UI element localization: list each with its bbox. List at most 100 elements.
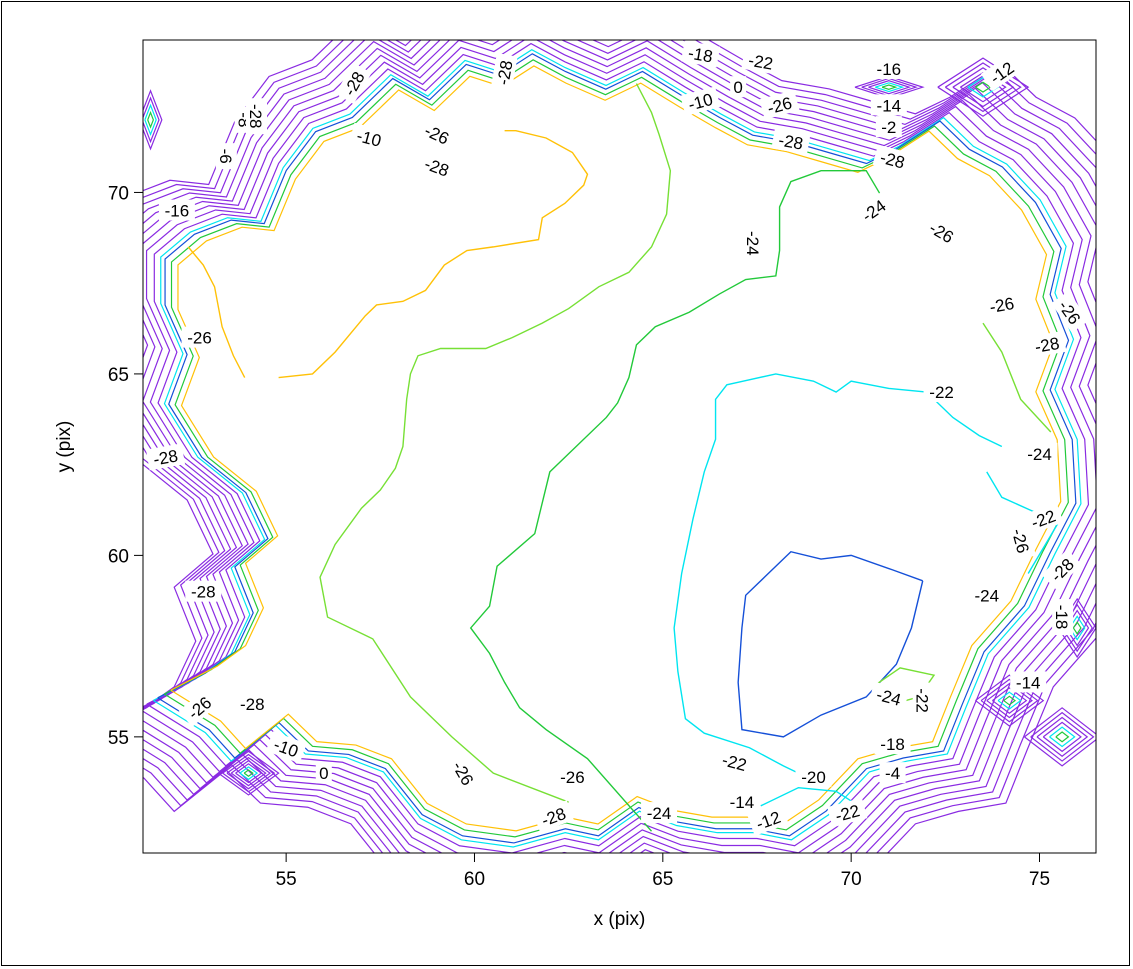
contour-line xyxy=(187,246,246,378)
x-tick-label: 70 xyxy=(841,869,862,890)
contour-label-bg xyxy=(923,381,960,403)
contour-label: -14 xyxy=(870,94,907,116)
contour-label-text: -16 xyxy=(877,60,902,79)
contour-label-text: -18 xyxy=(880,735,905,754)
x-tick-label: 75 xyxy=(1029,869,1050,890)
contour-label: -28 xyxy=(490,53,518,93)
contour-label-bg xyxy=(852,191,895,230)
contour-label: -22 xyxy=(923,381,960,403)
contour-label-bg xyxy=(723,791,760,813)
boundary-blob-ring xyxy=(986,682,1033,719)
boundary-blob-ring xyxy=(1072,621,1082,635)
contour-label-bg xyxy=(759,90,800,120)
contour-label: -16 xyxy=(158,199,195,221)
contour-label-text: -14 xyxy=(877,96,902,115)
contour-label: -24 xyxy=(641,802,678,824)
contour-label-bg xyxy=(795,765,832,787)
contour-label-text: -16 xyxy=(165,202,190,221)
contour-label: -18 xyxy=(874,733,911,755)
boundary-blob-ring xyxy=(960,71,1007,103)
contour-label-text: -22 xyxy=(747,51,775,74)
contour-label-text: -24 xyxy=(647,804,672,823)
contour-label-text: -14 xyxy=(1016,673,1041,692)
contour-label: -26 xyxy=(416,116,458,152)
contour-line xyxy=(673,373,1003,774)
contour-label-text: -22 xyxy=(929,383,954,402)
contour-label: -16 xyxy=(870,58,907,80)
boundary-inner-contour xyxy=(163,59,1069,838)
contour-label: -10 xyxy=(349,122,390,153)
contour-label-bg xyxy=(215,143,237,170)
boundary-blob-ring xyxy=(980,678,1039,723)
contour-label-bg xyxy=(980,53,1023,92)
boundary-blob-ring xyxy=(1049,726,1076,748)
contour-line xyxy=(469,169,882,832)
y-tick-label: 70 xyxy=(108,183,129,204)
contour-label-bg xyxy=(771,127,811,155)
contour-label-bg xyxy=(743,225,765,262)
boundary-blob-ring xyxy=(992,687,1028,715)
contour-label-bg xyxy=(875,116,902,138)
contour-label-bg xyxy=(554,765,591,787)
contour-label: -26 xyxy=(178,687,220,728)
contour-lines xyxy=(143,40,1096,853)
boundary-blob-ring xyxy=(861,77,918,97)
contour-label-text: -28 xyxy=(191,583,216,602)
contour-label-bg xyxy=(641,802,678,824)
contour-label: -18 xyxy=(681,40,721,68)
boundary-blob-ring xyxy=(147,110,155,129)
contour-label-text: -28 xyxy=(494,59,517,87)
contour-label-bg xyxy=(730,76,747,98)
contour-label-bg xyxy=(315,762,332,784)
contour-line xyxy=(982,322,1052,433)
contour-label-text: -28 xyxy=(1033,334,1061,357)
contour-label-text: -24 xyxy=(974,586,999,605)
contour-label: -26 xyxy=(920,213,963,251)
boundary-blob-ring xyxy=(881,84,898,90)
contour-label-text: -24 xyxy=(743,231,762,256)
contour-label-bg xyxy=(681,40,721,68)
contour-label-bg xyxy=(870,58,907,80)
contour-label-text: -26 xyxy=(560,768,585,787)
contour-label: -26 xyxy=(554,765,591,787)
contour-label: -22 xyxy=(714,746,755,777)
x-tick-label: 60 xyxy=(464,869,485,890)
contour-label-text: -24 xyxy=(1027,445,1052,464)
contour-label: -24 xyxy=(968,584,1005,606)
y-axis-title: y (pix) xyxy=(54,421,75,473)
contour-label: -4 xyxy=(879,762,906,784)
contour-label: -14 xyxy=(723,791,760,813)
boundary-blob-ring xyxy=(1042,721,1082,753)
boundary-inner-contour xyxy=(157,53,1077,844)
contour-label: -24 xyxy=(743,225,765,262)
contour-label: -28 xyxy=(771,127,811,155)
contour-label-text: -26 xyxy=(187,329,212,348)
contour-label: 0 xyxy=(315,762,332,784)
contour-line xyxy=(278,130,589,379)
contour-label: -28 xyxy=(185,580,222,602)
contour-label-bg xyxy=(879,762,906,784)
contour-label-bg xyxy=(178,687,220,728)
boundary-blob-ring xyxy=(945,62,1022,113)
contour-label-bg xyxy=(1010,671,1047,693)
contour-label-bg xyxy=(265,731,307,764)
boundary-blob-ring xyxy=(217,750,280,796)
contour-label: -28 xyxy=(872,144,913,175)
x-axis: 55 60 65 70 75 xyxy=(276,853,1050,890)
y-tick-label: 55 xyxy=(108,728,129,749)
boundary-blob-ring xyxy=(144,103,157,137)
contour-label: -24 xyxy=(1021,442,1058,464)
boundary-blob-ring xyxy=(1030,711,1095,762)
contour-label: -28 xyxy=(234,693,271,715)
contour-label-bg xyxy=(416,116,458,152)
contour-label-bg xyxy=(416,150,458,183)
contour-label-text: 0 xyxy=(319,764,328,783)
contour-label: -28 xyxy=(1027,330,1067,358)
contour-label-bg xyxy=(714,746,755,777)
boundary-band xyxy=(143,40,1096,853)
boundary-blob-ring xyxy=(235,763,263,784)
contour-label-text: -28 xyxy=(777,131,805,154)
boundary-blob-ring xyxy=(1055,731,1070,743)
